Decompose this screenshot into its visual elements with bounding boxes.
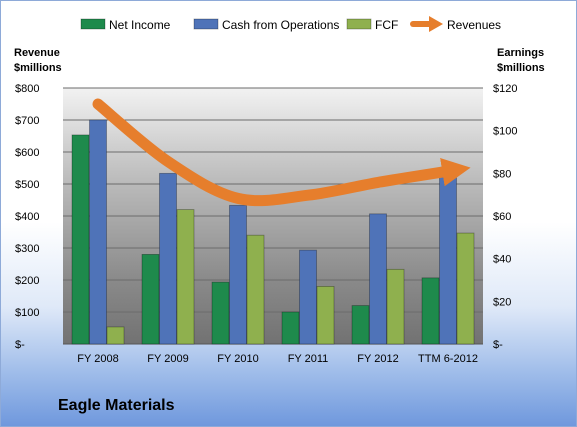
line-revenues — [92, 98, 471, 207]
bar-cash-from-operations — [159, 172, 177, 345]
bar-net-income — [421, 277, 440, 345]
legend-label-revenues: Revenues — [447, 18, 501, 32]
right-tick-label: $20 — [493, 296, 511, 308]
x-tick-label: FY 2010 — [217, 353, 258, 365]
bars — [71, 119, 475, 345]
right-tick-label: $120 — [493, 83, 517, 95]
left-axis-title: $millions — [14, 62, 62, 74]
bar-fcf — [386, 268, 405, 345]
left-tick-label: $300 — [15, 243, 39, 255]
legend-swatch-fcf — [346, 18, 372, 30]
bar-cash-from-operations — [89, 119, 107, 345]
right-axis-title: Earnings — [497, 47, 544, 59]
x-tick-label: FY 2009 — [147, 353, 188, 365]
bar-net-income — [281, 311, 300, 345]
bar-cash-from-operations — [229, 204, 247, 345]
x-tick-label: FY 2012 — [357, 353, 398, 365]
left-tick-label: $- — [15, 339, 25, 351]
bar-fcf — [316, 285, 335, 345]
left-tick-label: $100 — [15, 307, 39, 319]
legend-swatch-net-income — [80, 18, 106, 30]
bar-net-income — [351, 305, 370, 345]
revenue-line-layer — [92, 98, 471, 207]
legend-label-cash-from-operations: Cash from Operations — [222, 18, 339, 32]
right-tick-label: $- — [493, 339, 503, 351]
axis-titles: Revenue $millions Earnings $millions — [14, 47, 545, 74]
left-tick-label: $700 — [15, 115, 39, 127]
bar-fcf — [246, 234, 265, 345]
bar-fcf — [106, 326, 125, 345]
left-tick-label: $400 — [15, 211, 39, 223]
right-tick-label: $80 — [493, 168, 511, 180]
gridlines — [63, 87, 483, 345]
bar-cash-from-operations — [369, 213, 387, 345]
x-tick-label: FY 2011 — [288, 353, 329, 365]
x-axis-ticks: FY 2008 FY 2009 FY 2010 FY 2011 FY 2012 TTM 6… — [77, 353, 478, 365]
bar-cash-from-operations — [299, 249, 317, 345]
left-tick-label: $600 — [15, 147, 39, 159]
bar-net-income — [211, 281, 230, 345]
left-axis-ticks: $- $100 $200 $300 $400 $500 $600 $700 $800 — [15, 83, 39, 351]
left-tick-label: $500 — [15, 179, 39, 191]
right-tick-label: $40 — [493, 254, 511, 266]
legend-swatch-cash-from-operations — [193, 18, 219, 30]
right-tick-label: $60 — [493, 211, 511, 223]
right-axis-ticks: $- $20 $40 $60 $80 $100 $120 — [493, 83, 517, 351]
chart-title: Eagle Materials — [58, 397, 175, 414]
bar-net-income — [71, 134, 90, 345]
legend: Net Income Cash from Operations FCF Revenue… — [80, 16, 501, 32]
legend-arrow-icon — [429, 16, 443, 32]
bar-fcf — [176, 209, 195, 345]
legend-label-fcf: FCF — [375, 18, 398, 32]
legend-label-net-income: Net Income — [109, 18, 171, 32]
x-tick-label: TTM 6-2012 — [418, 353, 478, 365]
left-tick-label: $200 — [15, 275, 39, 287]
bar-cash-from-operations — [439, 175, 457, 345]
left-tick-label: $800 — [15, 83, 39, 95]
left-axis-title: Revenue — [14, 47, 60, 59]
bar-fcf — [456, 232, 475, 345]
bar-net-income — [141, 253, 160, 345]
x-tick-label: FY 2008 — [77, 353, 118, 365]
right-tick-label: $100 — [493, 126, 517, 138]
right-axis-title: $millions — [497, 62, 545, 74]
